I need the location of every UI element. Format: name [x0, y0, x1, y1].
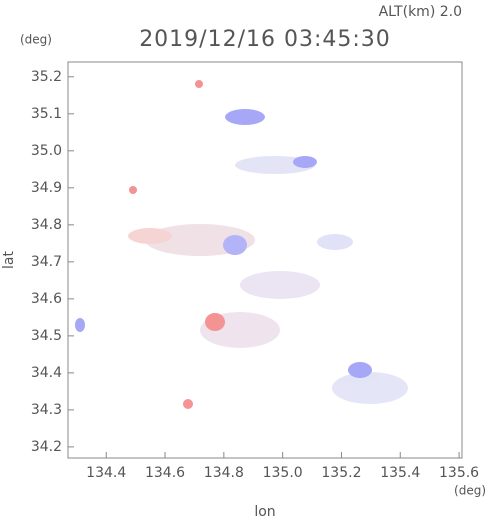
y-tick-label: 34.2 [31, 439, 62, 455]
echo [225, 109, 265, 125]
echo [317, 234, 353, 250]
x-tick-label: 134.6 [145, 465, 185, 481]
echo [195, 80, 203, 88]
y-tick-label: 34.6 [31, 291, 62, 307]
y-tick-label: 35.1 [31, 106, 62, 122]
altitude-label: ALT(km) 2.0 [379, 4, 462, 20]
plot-frame [67, 61, 463, 459]
x-unit: (deg) [454, 484, 486, 498]
echo [205, 313, 225, 331]
y-tick-label: 34.3 [31, 402, 62, 418]
echo [75, 318, 85, 332]
y-tick-label: 34.9 [31, 180, 62, 196]
y-tick-label: 34.4 [31, 365, 62, 381]
x-tick-label: 135.0 [263, 465, 303, 481]
x-tick-label: 135.4 [380, 465, 420, 481]
y-tick-label: 34.8 [31, 217, 62, 233]
x-tick-label: 135.6 [439, 465, 479, 481]
y-unit: (deg) [20, 33, 52, 47]
chart-title: 2019/12/16 03:45:30 [139, 27, 391, 52]
x-tick-label: 134.8 [204, 465, 244, 481]
echo [332, 372, 408, 404]
echo [183, 399, 193, 409]
echoes [75, 80, 408, 409]
x-tick-label: 134.4 [86, 465, 126, 481]
y-axis-label: lat [1, 251, 17, 269]
echo [129, 186, 137, 194]
echo [240, 271, 320, 299]
echo [348, 362, 372, 378]
y-tick-label: 34.5 [31, 328, 62, 344]
echo [223, 235, 247, 255]
echo [128, 228, 172, 244]
y-tick-label: 34.7 [31, 254, 62, 270]
x-axis-label: lon [254, 504, 275, 520]
y-tick-label: 35.2 [31, 69, 62, 85]
y-tick-label: 35.0 [31, 143, 62, 159]
echo [293, 156, 317, 168]
x-tick-label: 135.2 [321, 465, 361, 481]
